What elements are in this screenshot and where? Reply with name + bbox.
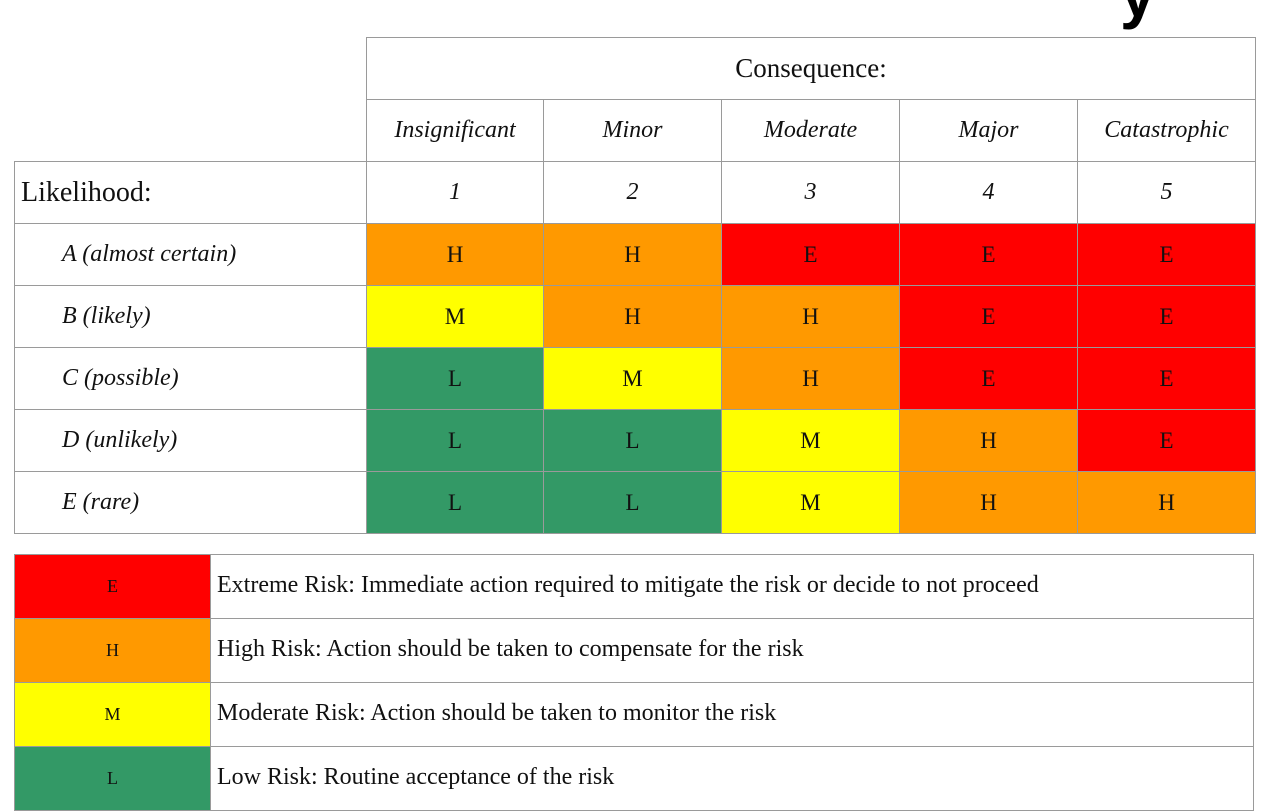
blank-corner-cell [15, 38, 367, 100]
likelihood-row: B (likely) M H H E E [14, 285, 1256, 348]
column-number: 1 [366, 161, 544, 224]
legend-description: Moderate Risk: Action should be taken to… [210, 682, 1254, 747]
legend-row: H High Risk: Action should be taken to co… [14, 618, 1254, 683]
risk-legend-body: E Extreme Risk: Immediate action required… [14, 554, 1254, 811]
risk-cell: L [366, 409, 544, 472]
column-header-insignificant: Insignificant [366, 99, 544, 162]
likelihood-row-label: B (likely) [14, 285, 367, 348]
column-header-catastrophic: Catastrophic [1077, 99, 1256, 162]
consequence-header-row: Consequence: [15, 37, 1256, 100]
column-header-moderate: Moderate [721, 99, 900, 162]
consequence-columns-row: Insignificant Minor Moderate Major Catas… [15, 99, 1256, 162]
likelihood-row: A (almost certain) H H E E E [14, 223, 1256, 286]
risk-cell: M [721, 409, 900, 472]
column-header-major: Major [899, 99, 1078, 162]
column-number: 2 [543, 161, 722, 224]
risk-cell: H [543, 285, 722, 348]
legend-row: E Extreme Risk: Immediate action required… [14, 554, 1254, 619]
risk-cell: M [366, 285, 544, 348]
risk-cell: E [899, 285, 1078, 348]
risk-cell: M [543, 347, 722, 410]
column-number: 3 [721, 161, 900, 224]
column-number: 5 [1077, 161, 1256, 224]
legend-description: Extreme Risk: Immediate action required … [210, 554, 1254, 619]
risk-cell: E [899, 347, 1078, 410]
risk-cell: H [366, 223, 544, 286]
likelihood-header-row: Likelihood: 1 2 3 4 5 [14, 161, 1256, 224]
risk-cell: E [1077, 347, 1256, 410]
risk-cell: H [899, 471, 1078, 534]
blank-corner-cell [15, 100, 367, 162]
risk-cell: M [721, 471, 900, 534]
legend-row: M Moderate Risk: Action should be taken t… [14, 682, 1254, 747]
risk-cell: E [1077, 223, 1256, 286]
risk-cell: E [1077, 285, 1256, 348]
likelihood-row-label: E (rare) [14, 471, 367, 534]
risk-cell: H [721, 285, 900, 348]
risk-cell: E [899, 223, 1078, 286]
column-number: 4 [899, 161, 1078, 224]
risk-matrix-body: A (almost certain) H H E E E B (likely) M H H E E C … [14, 223, 1256, 534]
likelihood-row-label: D (unlikely) [14, 409, 367, 472]
legend-swatch: L [14, 746, 211, 811]
legend-row: L Low Risk: Routine acceptance of the ris… [14, 746, 1254, 811]
legend-description: High Risk: Action should be taken to com… [210, 618, 1254, 683]
legend-swatch: H [14, 618, 211, 683]
risk-cell: H [721, 347, 900, 410]
risk-cell: L [366, 471, 544, 534]
risk-cell: E [1077, 409, 1256, 472]
risk-cell: H [543, 223, 722, 286]
likelihood-row-label: C (possible) [14, 347, 367, 410]
likelihood-row: D (unlikely) L L M H E [14, 409, 1256, 472]
legend-description: Low Risk: Routine acceptance of the risk [210, 746, 1254, 811]
likelihood-label: Likelihood: [14, 161, 367, 224]
risk-cell: L [543, 471, 722, 534]
likelihood-row: E (rare) L L M H H [14, 471, 1256, 534]
legend-swatch: E [14, 554, 211, 619]
column-header-minor: Minor [543, 99, 722, 162]
risk-cell: E [721, 223, 900, 286]
risk-cell: L [366, 347, 544, 410]
consequence-label: Consequence: [366, 37, 1256, 100]
risk-legend-table: E Extreme Risk: Immediate action required… [14, 554, 1254, 811]
page-title-fragment: y [1120, 0, 1156, 26]
risk-cell: L [543, 409, 722, 472]
risk-cell: H [899, 409, 1078, 472]
likelihood-row-label: A (almost certain) [14, 223, 367, 286]
legend-swatch: M [14, 682, 211, 747]
likelihood-row: C (possible) L M H E E [14, 347, 1256, 410]
risk-matrix-table: Consequence: Insignificant Minor Moderat… [14, 37, 1256, 534]
risk-cell: H [1077, 471, 1256, 534]
